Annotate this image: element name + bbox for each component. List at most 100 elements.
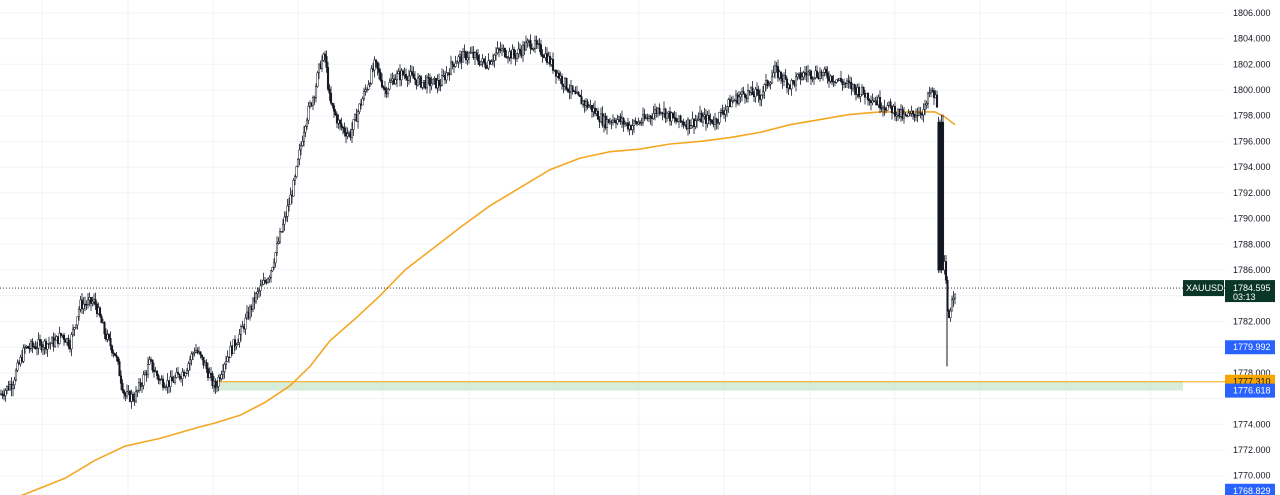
candle-up — [769, 81, 772, 90]
candle-body — [535, 40, 538, 45]
candle-body — [59, 332, 63, 336]
candle-body — [115, 355, 118, 358]
candle-body — [370, 68, 373, 84]
candle-down — [155, 369, 159, 380]
candle-body — [421, 82, 424, 88]
candle-up — [146, 357, 150, 379]
candle-body — [13, 379, 16, 386]
candle-body — [62, 334, 66, 340]
candle-down — [196, 347, 199, 355]
candle-up — [425, 74, 429, 94]
candle-up — [665, 112, 669, 123]
candle-up — [794, 71, 798, 92]
candle-up — [640, 117, 643, 126]
candle-up — [244, 313, 247, 335]
candle-body — [116, 356, 120, 362]
candle-body — [289, 194, 292, 205]
candle-body — [479, 61, 483, 66]
candle-up — [902, 106, 906, 124]
candle-up — [605, 115, 609, 135]
candle-up — [491, 53, 495, 66]
candle-down — [707, 109, 711, 125]
candle-down — [332, 103, 336, 118]
candle-down — [512, 46, 516, 60]
candle-up — [718, 111, 721, 125]
candle-up — [313, 95, 316, 105]
candle-body — [254, 293, 258, 302]
candle-up — [76, 316, 79, 330]
candle-body — [236, 342, 240, 345]
candle-body — [263, 280, 267, 282]
candle-body — [340, 123, 343, 128]
candle-down — [862, 86, 865, 95]
candle-body — [665, 112, 669, 119]
candle-body — [296, 158, 300, 167]
candle-body — [176, 372, 180, 375]
candle-body — [944, 261, 948, 281]
candle-down — [67, 334, 70, 350]
candle-body — [190, 353, 193, 361]
y-tick-label: 1788.000 — [1233, 239, 1271, 249]
candle-body — [277, 241, 280, 244]
candle-body — [580, 96, 583, 105]
candle-up — [526, 38, 529, 48]
plot-area[interactable] — [0, 0, 1225, 495]
candle-up — [193, 347, 196, 357]
candle-up — [316, 71, 319, 88]
candle-body — [859, 93, 862, 97]
candle-up — [908, 110, 912, 117]
candle-body — [551, 58, 555, 71]
candle-body — [613, 119, 616, 122]
price-axis[interactable] — [1225, 0, 1280, 495]
candle-body — [496, 48, 499, 54]
candle-up — [895, 112, 898, 122]
candle-body — [305, 119, 309, 127]
candle-body — [596, 110, 600, 120]
candle-up — [449, 55, 453, 76]
candle-up — [41, 344, 45, 356]
candle-body — [94, 299, 97, 305]
candle-body — [142, 374, 145, 386]
candle-body — [697, 118, 700, 121]
candle-body — [878, 96, 882, 109]
candle-down — [94, 292, 97, 310]
candle-body — [539, 44, 543, 55]
candle-down — [622, 116, 625, 132]
candle-up — [46, 343, 49, 357]
candle-body — [373, 59, 376, 71]
candle-up — [800, 71, 804, 81]
candle-down — [539, 39, 543, 57]
candle-down — [643, 108, 646, 122]
candle-body — [331, 102, 334, 106]
candle-body — [214, 381, 217, 389]
candle-down — [413, 71, 417, 85]
candle-down — [766, 79, 769, 89]
price-tag-box — [1225, 340, 1275, 355]
candle-body — [889, 101, 892, 107]
candle-body — [772, 72, 775, 78]
candle-body — [346, 133, 349, 137]
candle-body — [577, 92, 580, 96]
candle-down — [26, 345, 30, 349]
candle-body — [298, 149, 301, 160]
candle-body — [919, 112, 922, 115]
candle-body — [368, 83, 372, 86]
candle-down — [437, 73, 441, 92]
candle-up — [187, 361, 190, 377]
candle-body — [170, 376, 174, 381]
candle-up — [440, 68, 444, 87]
candle-body — [475, 52, 478, 56]
candle-body — [491, 60, 495, 62]
last-price-box — [1225, 280, 1275, 303]
candle-down — [578, 94, 582, 97]
candle-down — [815, 65, 819, 79]
candle-down — [682, 118, 685, 129]
candle-down — [557, 69, 561, 81]
candle-body — [743, 93, 747, 98]
candle-body — [454, 62, 457, 67]
candle-up — [421, 82, 424, 90]
candle-body — [364, 89, 367, 92]
candle-body — [1, 393, 4, 396]
